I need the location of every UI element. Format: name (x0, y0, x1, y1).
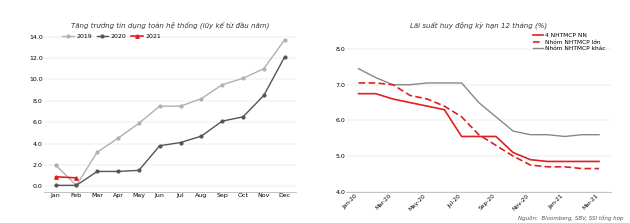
Legend: 4 NHTMCP NN, Nhóm NHTMCP lớn, Nhóm NHTMCP khác: 4 NHTMCP NN, Nhóm NHTMCP lớn, Nhóm NHTMC… (530, 31, 608, 53)
Text: Nguồn:  Bloomberg, SBV, SSI tổng hợp: Nguồn: Bloomberg, SBV, SSI tổng hợp (518, 215, 624, 221)
Title: Lãi suất huy động kỳ hạn 12 tháng (%): Lãi suất huy động kỳ hạn 12 tháng (%) (410, 21, 547, 29)
Legend: 2019, 2020, 2021: 2019, 2020, 2021 (60, 31, 163, 41)
Title: Tăng trưởng tín dụng toàn hệ thống (lũy kế từ đầu năm): Tăng trưởng tín dụng toàn hệ thống (lũy … (71, 21, 269, 29)
